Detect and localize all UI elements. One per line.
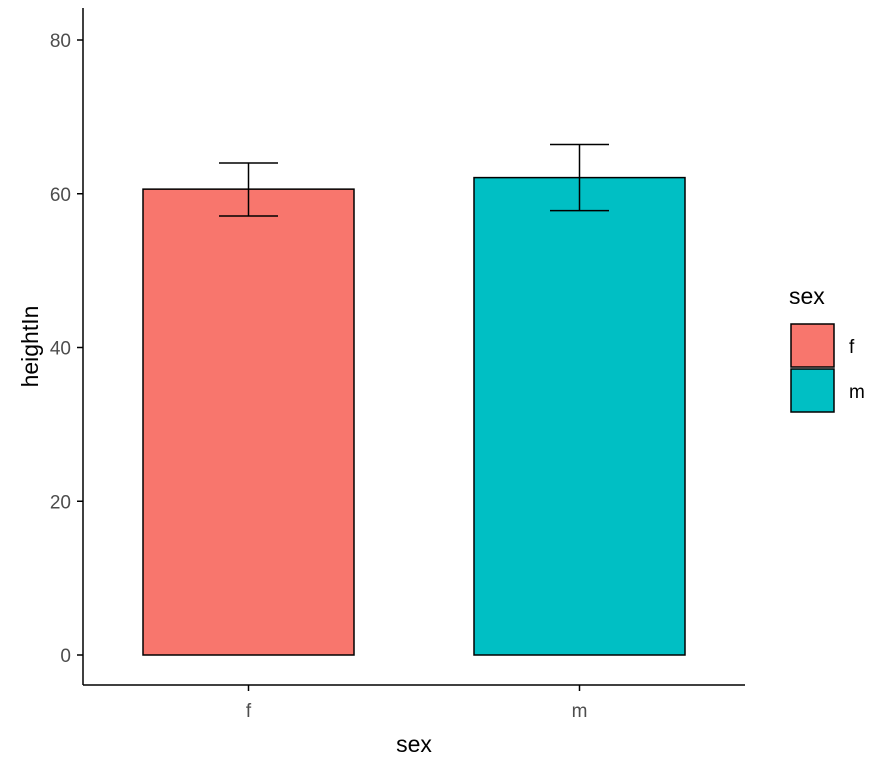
bar-m: [473, 176, 686, 656]
legend-label-f: f: [849, 337, 855, 358]
legend-label-m: m: [849, 382, 865, 403]
y-axis-ticks: 0 20 40 60 80: [50, 31, 83, 667]
legend-key-f: [790, 323, 835, 368]
y-tick-label: 80: [50, 31, 71, 52]
error-bars: [219, 143, 609, 217]
x-tick-label: m: [572, 701, 588, 722]
legend-title: sex: [789, 283, 825, 309]
y-tick-label: 0: [60, 646, 71, 667]
y-tick-label: 40: [50, 339, 71, 360]
x-axis-title: sex: [396, 731, 432, 757]
legend: sex f m: [789, 283, 865, 413]
bar-f: [142, 188, 355, 656]
y-tick-label: 60: [50, 185, 71, 206]
x-tick-label: f: [246, 701, 252, 722]
y-tick-label: 20: [50, 492, 71, 513]
bars: [142, 176, 686, 656]
y-axis-title: heightIn: [17, 306, 43, 388]
legend-key-m: [790, 368, 835, 413]
